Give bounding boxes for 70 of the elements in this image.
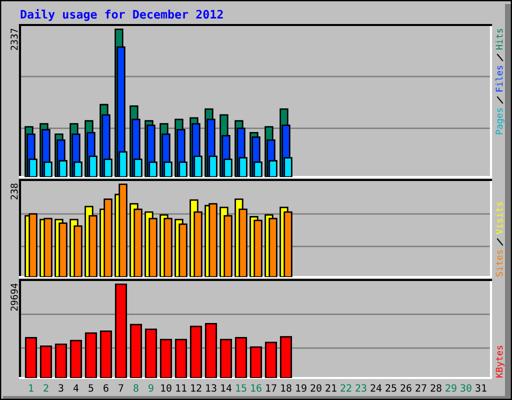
bar — [220, 338, 232, 378]
x-tick-label: 15 — [236, 384, 246, 392]
text: Visits — [496, 202, 503, 234]
bar — [114, 284, 128, 378]
bar — [104, 198, 112, 277]
x-tick-label: 22 — [340, 384, 352, 392]
x-tick-label: 16 — [251, 384, 262, 392]
bar — [280, 336, 292, 378]
x-tick-label: 11 — [176, 384, 186, 392]
legend-label: Pages — [496, 108, 504, 134]
bar — [178, 223, 188, 277]
bar — [58, 222, 68, 277]
x-tick-label: 10 — [161, 384, 172, 392]
bar — [250, 346, 262, 378]
bar — [160, 338, 172, 378]
x-tick-label: 8 — [134, 384, 138, 392]
bar — [54, 344, 68, 378]
x-tick-label: 25 — [386, 384, 396, 392]
bar — [40, 345, 52, 378]
bar — [284, 211, 292, 277]
x-tick-label: 9 — [148, 384, 154, 392]
x-tick-label: 1 — [29, 384, 34, 392]
x-tick-label: 2 — [44, 384, 48, 392]
text: KBytes — [496, 346, 504, 378]
bar — [70, 340, 82, 378]
bar — [174, 338, 188, 378]
bar — [208, 203, 218, 277]
x-tick-label: 6 — [104, 384, 108, 392]
bar — [44, 218, 52, 277]
x-tick-label: 13 — [206, 384, 216, 392]
text: 29694 — [10, 283, 18, 311]
x-tick-label: 17 — [266, 384, 276, 392]
legend-label: Files — [496, 66, 503, 92]
x-tick-label: 31 — [476, 384, 486, 392]
x-tick-label: 21 — [326, 384, 336, 392]
x-tick-label: 14 — [221, 384, 232, 392]
legend-label: Sites — [496, 250, 503, 276]
bar — [164, 218, 172, 277]
bar — [234, 337, 248, 378]
bar — [130, 324, 142, 378]
text: 2337 — [10, 28, 18, 50]
x-tick-label: 26 — [400, 384, 412, 392]
x-tick-label: 23 — [356, 384, 366, 392]
x-tick-label: 4 — [73, 384, 79, 392]
x-tick-label: 24 — [370, 384, 382, 392]
x-tick-label: 28 — [430, 384, 442, 392]
chart-title: Daily usage for December 2012 — [20, 9, 223, 21]
bar — [254, 220, 262, 277]
bar — [28, 213, 38, 277]
bar — [144, 328, 158, 378]
x-tick-label: 3 — [58, 384, 64, 392]
x-tick-label: 20 — [310, 384, 322, 392]
bar — [190, 326, 202, 378]
bar — [118, 184, 128, 277]
bar — [204, 322, 218, 378]
bar — [268, 218, 278, 277]
x-tick-label: 30 — [460, 384, 472, 392]
bar — [84, 332, 98, 378]
bar — [24, 337, 38, 378]
text: Hits — [496, 28, 503, 50]
x-tick-label: 29 — [446, 384, 456, 392]
x-tick-label: 18 — [281, 384, 292, 392]
bar — [100, 330, 112, 378]
x-tick-label: 5 — [88, 384, 94, 392]
bar — [264, 342, 278, 378]
text: 238 — [10, 184, 18, 200]
x-tick-label: 19 — [296, 384, 306, 392]
x-tick-label: 12 — [191, 384, 202, 392]
x-tick-label: 27 — [416, 384, 426, 392]
x-tick-label: 7 — [118, 384, 124, 392]
